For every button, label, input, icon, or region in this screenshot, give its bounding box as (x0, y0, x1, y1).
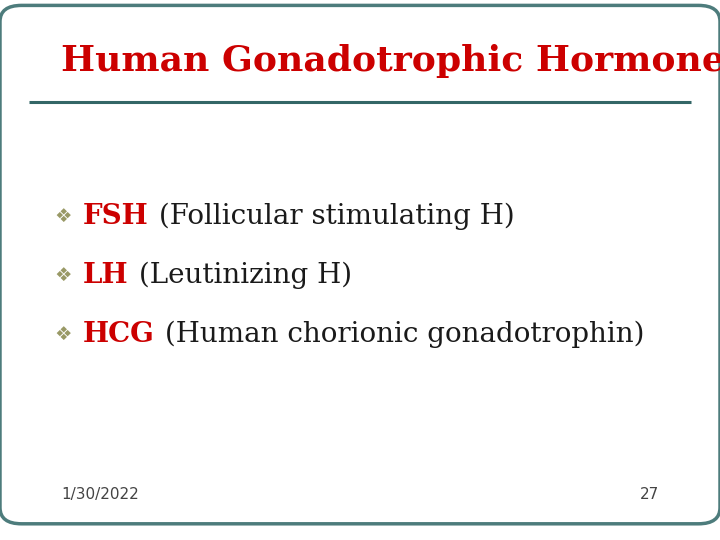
Text: LH: LH (83, 262, 128, 289)
Text: 1/30/2022: 1/30/2022 (61, 487, 139, 502)
Text: (Human chorionic gonadotrophin): (Human chorionic gonadotrophin) (156, 321, 644, 348)
Text: Human Gonadotrophic Hormones: Human Gonadotrophic Hormones (61, 44, 720, 78)
Text: (Follicular stimulating H): (Follicular stimulating H) (150, 202, 515, 230)
Text: HCG: HCG (83, 321, 155, 348)
Text: FSH: FSH (83, 202, 148, 230)
Text: 27: 27 (639, 487, 659, 502)
Text: ❖: ❖ (54, 325, 71, 345)
FancyBboxPatch shape (0, 5, 720, 524)
Text: ❖: ❖ (54, 266, 71, 285)
Text: (Leutinizing H): (Leutinizing H) (130, 262, 352, 289)
Text: ❖: ❖ (54, 206, 71, 226)
